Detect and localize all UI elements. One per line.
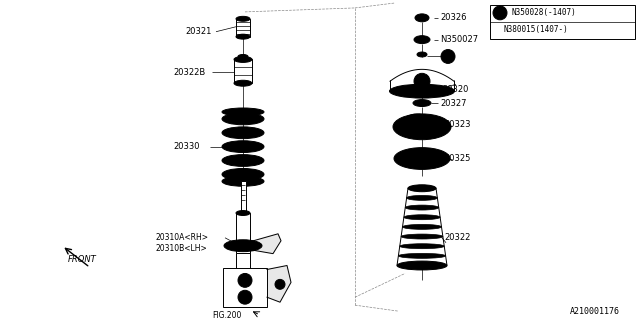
- Text: 20326: 20326: [440, 13, 467, 22]
- Text: A210001176: A210001176: [570, 307, 620, 316]
- Circle shape: [414, 73, 430, 89]
- Circle shape: [242, 294, 248, 300]
- Ellipse shape: [236, 211, 250, 215]
- Ellipse shape: [222, 141, 264, 153]
- Ellipse shape: [419, 16, 424, 19]
- Text: 20310B<LH>: 20310B<LH>: [155, 244, 207, 253]
- Circle shape: [238, 274, 252, 287]
- Ellipse shape: [403, 114, 431, 132]
- Bar: [234, 60, 252, 83]
- Circle shape: [242, 277, 248, 283]
- Ellipse shape: [394, 148, 450, 169]
- Text: 20323: 20323: [444, 120, 470, 129]
- Polygon shape: [267, 266, 291, 302]
- Bar: [223, 268, 267, 307]
- Circle shape: [412, 118, 422, 128]
- Text: 20310A<RH>: 20310A<RH>: [155, 233, 208, 242]
- Polygon shape: [250, 234, 281, 254]
- Bar: [236, 19, 250, 37]
- Text: 20325: 20325: [444, 154, 470, 163]
- Ellipse shape: [411, 154, 433, 163]
- Text: 20327: 20327: [440, 99, 467, 108]
- Text: 1: 1: [498, 10, 502, 16]
- Text: FIG.200: FIG.200: [212, 310, 241, 320]
- Ellipse shape: [414, 36, 430, 44]
- Ellipse shape: [404, 215, 440, 220]
- Text: 20322B: 20322B: [173, 68, 205, 77]
- Circle shape: [275, 279, 285, 289]
- Ellipse shape: [236, 34, 250, 39]
- Text: 1: 1: [445, 53, 451, 60]
- Ellipse shape: [397, 261, 447, 270]
- Ellipse shape: [405, 205, 439, 210]
- Ellipse shape: [417, 52, 427, 57]
- Bar: [490, 5, 635, 39]
- Ellipse shape: [222, 168, 264, 180]
- Circle shape: [418, 77, 426, 85]
- Bar: [236, 213, 250, 253]
- Ellipse shape: [238, 54, 248, 59]
- Circle shape: [493, 6, 507, 20]
- Ellipse shape: [222, 176, 264, 186]
- Ellipse shape: [420, 53, 424, 55]
- Ellipse shape: [222, 127, 264, 139]
- Ellipse shape: [419, 38, 426, 41]
- Ellipse shape: [236, 16, 250, 21]
- Text: 20330: 20330: [173, 142, 200, 151]
- Circle shape: [396, 87, 404, 95]
- Ellipse shape: [222, 108, 264, 116]
- Ellipse shape: [398, 253, 445, 258]
- Ellipse shape: [419, 101, 426, 105]
- Text: N350027: N350027: [440, 35, 478, 44]
- Ellipse shape: [235, 243, 251, 249]
- Text: 20321: 20321: [185, 27, 211, 36]
- Ellipse shape: [413, 100, 431, 107]
- Text: FRONT: FRONT: [68, 255, 97, 264]
- Ellipse shape: [415, 14, 429, 22]
- Ellipse shape: [408, 185, 436, 192]
- Ellipse shape: [222, 155, 264, 166]
- Text: 20320: 20320: [442, 85, 468, 94]
- Ellipse shape: [408, 186, 436, 191]
- Ellipse shape: [222, 113, 264, 125]
- Circle shape: [238, 290, 252, 304]
- Ellipse shape: [234, 80, 252, 86]
- Ellipse shape: [401, 234, 443, 239]
- Ellipse shape: [390, 84, 454, 98]
- Text: N380015(1407-): N380015(1407-): [504, 25, 569, 34]
- Ellipse shape: [234, 56, 252, 62]
- Bar: [241, 181, 246, 213]
- Ellipse shape: [224, 240, 262, 252]
- Circle shape: [278, 282, 282, 286]
- Circle shape: [441, 50, 455, 63]
- Ellipse shape: [406, 196, 437, 200]
- Ellipse shape: [400, 244, 444, 249]
- Circle shape: [440, 87, 448, 95]
- Text: 20322: 20322: [444, 233, 470, 242]
- Ellipse shape: [403, 224, 442, 229]
- Ellipse shape: [393, 114, 451, 140]
- Text: N350028(-1407): N350028(-1407): [512, 8, 577, 17]
